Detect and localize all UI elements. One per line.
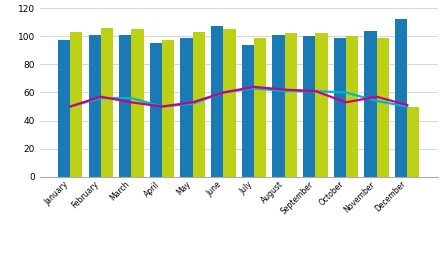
Bar xyxy=(407,107,419,177)
Bar xyxy=(334,38,346,177)
Bar xyxy=(101,28,113,177)
Bar xyxy=(254,38,266,177)
Bar xyxy=(395,19,407,177)
Bar xyxy=(272,35,285,177)
Bar xyxy=(211,26,223,177)
Bar xyxy=(131,29,144,177)
Bar xyxy=(242,45,254,177)
Bar xyxy=(315,33,328,177)
Bar xyxy=(150,43,162,177)
Bar xyxy=(58,41,70,177)
Bar xyxy=(346,36,358,177)
Bar xyxy=(193,32,205,177)
Bar xyxy=(70,32,82,177)
Bar xyxy=(303,36,315,177)
Bar xyxy=(88,35,101,177)
Bar xyxy=(162,41,174,177)
Bar xyxy=(364,31,377,177)
Bar xyxy=(223,29,236,177)
Bar xyxy=(377,38,389,177)
Bar xyxy=(119,35,131,177)
Bar xyxy=(285,33,297,177)
Bar xyxy=(180,38,193,177)
